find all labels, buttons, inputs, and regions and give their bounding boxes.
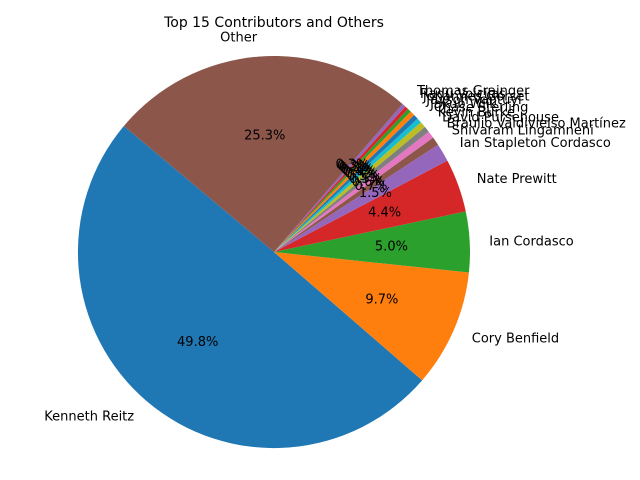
pie-slice-ian-cordasco (274, 211, 470, 273)
pie-slice-radu-voicilas (274, 106, 409, 252)
pie-slice-shivaram-lingamneni (274, 137, 439, 252)
slice-label-jakub-wilk: Jakub Wilk (429, 97, 497, 112)
slice-percent-ian-stapleton-cordasco: 1.5% (359, 186, 392, 201)
slice-percent-jayson-vantuyl: 0.4% (341, 162, 374, 177)
slice-percent-shivaram-lingamneni: 0.7% (354, 179, 387, 194)
slice-label-kenneth-reitz: Kenneth Reitz (44, 410, 134, 425)
pie-slice-chase-sterling (274, 118, 421, 252)
slice-percent-david-pursehouse: 0.5% (349, 172, 382, 187)
pie-slice-david-pursehouse (274, 126, 429, 252)
pie-slice-kevin-burke (274, 122, 425, 252)
slice-percent-ian-cordasco: 5.0% (375, 239, 408, 254)
slice-label-braulio-valdivielso-martinez: Braulio Valdivielso Martínez (447, 116, 626, 131)
pie-slices (77, 55, 470, 449)
slice-label-ian-cordasco: Ian Cordasco (489, 234, 573, 249)
slice-label-cory-benfield: Cory Benfield (472, 331, 559, 346)
pie-slice-thomas-grainger (274, 104, 406, 252)
slice-percent-nate-prewitt: 4.4% (368, 206, 401, 221)
slice-label-chase-sterling: Chase Sterling (434, 101, 529, 116)
pie-slice-braulio-valdivielso-martinez (274, 131, 434, 252)
slice-percent-chase-sterling: 0.4% (345, 167, 378, 182)
slice-label-david-pursehouse: David Pursehouse (442, 111, 559, 126)
pie-slice-johannes-gorset (274, 109, 411, 252)
slice-label-other: Other (220, 31, 258, 46)
slice-percent-other: 25.3% (244, 128, 285, 143)
slice-percent-thomas-grainger: 0.3% (335, 157, 368, 172)
pie-slice-jayson-vantuyl (274, 111, 415, 252)
pie-slice-kenneth-reitz (77, 126, 423, 449)
slice-label-radu-voicilas: Radu Voicilas (420, 87, 506, 102)
slice-percent-braulio-valdivielso-martinez: 0.6% (352, 175, 385, 190)
pie-slice-nate-prewitt (274, 160, 466, 252)
slice-percent-jakub-wilk: 0.4% (343, 164, 376, 179)
slice-label-kevin-burke: Kevin Burke (438, 105, 515, 120)
slice-label-johannes-gorset: Johannes Gorset (422, 90, 530, 105)
chart-title: Top 15 Contributors and Others (163, 15, 384, 31)
slice-percent-johannes-gorset: 0.3% (339, 160, 372, 175)
pie-slice-cory-benfield (274, 252, 469, 381)
slice-label-ian-stapleton-cordasco: Ian Stapleton Cordasco (460, 136, 611, 151)
slice-percent-radu-voicilas: 0.3% (337, 159, 370, 174)
slice-percent-kenneth-reitz: 49.8% (177, 335, 218, 350)
pie-slice-ian-stapleton-cordasco (274, 144, 448, 252)
slice-label-jayson-vantuyl: Jayson Vantuyl (425, 93, 521, 108)
slice-label-nate-prewitt: Nate Prewitt (477, 172, 557, 187)
slice-percent-labels: 49.8%9.7%5.0%4.4%1.5%0.7%0.6%0.5%0.5%0.4… (177, 128, 408, 350)
slice-label-thomas-grainger: Thomas Grainger (416, 84, 530, 99)
slice-labels: Kenneth Reitz Cory Benfield Ian Cordasco Na… (44, 31, 626, 425)
slice-percent-cory-benfield: 9.7% (365, 292, 398, 307)
slice-percent-kevin-burke: 0.5% (347, 169, 380, 184)
slice-label-shivaram-lingamneni: Shivaram Lingamneni (452, 124, 594, 139)
pie-slice-other (123, 55, 403, 252)
pie-slice-jakub-wilk (274, 115, 418, 253)
